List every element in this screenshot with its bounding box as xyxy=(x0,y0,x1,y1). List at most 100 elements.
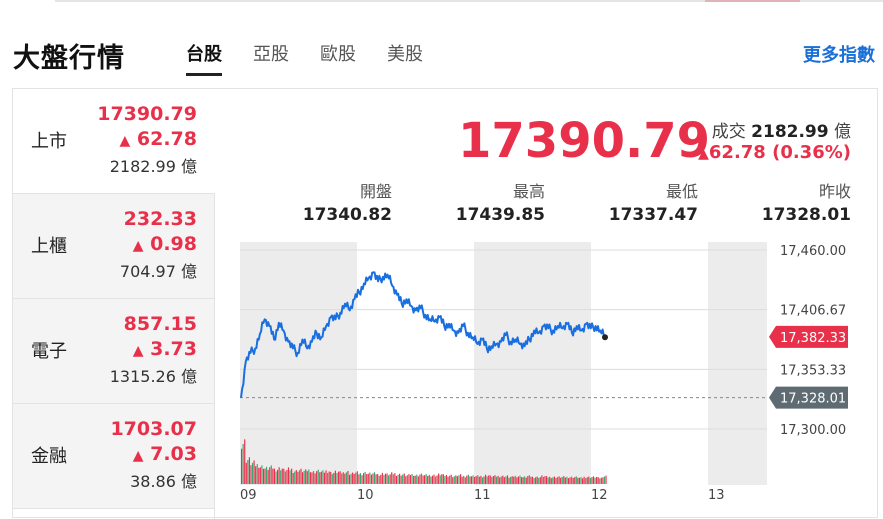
volume-bar xyxy=(403,473,405,484)
volume-bar xyxy=(533,478,535,484)
volume-bar xyxy=(592,476,595,484)
volume-bar xyxy=(520,477,523,484)
volume-bar xyxy=(463,475,465,484)
x-tick-label: 10 xyxy=(357,488,374,503)
volume-bar xyxy=(458,475,460,484)
y-tick-label: 17,353.33 xyxy=(780,363,846,378)
index-volume: 38.86 億 xyxy=(130,472,197,491)
index-price: 17390.79 xyxy=(97,103,197,125)
stat-high: 最高 17439.85 xyxy=(455,182,545,225)
volume-bar xyxy=(444,475,446,484)
volume-bar xyxy=(431,475,433,484)
sidebar-item-electronics[interactable]: 電子 857.15 ▲ 3.73 1315.26 億 xyxy=(13,299,215,404)
volume-bar xyxy=(353,473,355,484)
sidebar-item-listed[interactable]: 上市 17390.79 ▲ 62.78 2182.99 億 xyxy=(13,89,215,194)
volume-bar xyxy=(398,473,401,484)
volume-bar xyxy=(583,476,585,484)
volume-bar xyxy=(430,476,432,484)
volume-bar xyxy=(422,475,424,484)
stat-open: 開盤 17340.82 xyxy=(302,182,392,225)
volume-bar xyxy=(341,473,343,484)
volume-bar xyxy=(400,475,402,484)
volume-bar xyxy=(599,478,601,484)
volume-bars xyxy=(241,439,607,484)
sidebar-item-finance[interactable]: 金融 1703.07 ▲ 7.03 38.86 億 xyxy=(13,404,215,509)
volume-bar xyxy=(464,477,466,484)
triangle-up-icon: ▲ xyxy=(119,133,131,149)
volume-bar xyxy=(298,470,301,484)
tab-asia[interactable]: 亞股 xyxy=(253,44,289,65)
volume-bar xyxy=(256,464,258,484)
volume-bar xyxy=(567,478,570,484)
volume-bar xyxy=(262,468,265,484)
volume-bar xyxy=(286,469,288,484)
volume-bar xyxy=(394,473,396,484)
volume-bar xyxy=(539,477,541,484)
tab-us[interactable]: 美股 xyxy=(387,44,423,65)
triangle-up-icon: ▲ xyxy=(132,238,144,254)
volume-bar xyxy=(485,474,487,484)
volume-bar xyxy=(378,475,380,484)
quote-stats: 開盤 17340.82 最高 17439.85 最低 17337.47 昨收 17328… xyxy=(240,178,852,228)
volume-bar xyxy=(455,475,457,484)
volume-bar xyxy=(248,457,250,484)
prev-close-tag xyxy=(769,386,848,409)
index-change: ▲ 0.98 xyxy=(132,233,197,255)
index-name: 上櫃 xyxy=(31,236,67,257)
index-change: ▲ 62.78 xyxy=(119,128,197,150)
triangle-up-icon: ▲ xyxy=(698,146,709,162)
page-title: 大盤行情 xyxy=(13,43,125,74)
session-band xyxy=(708,242,767,485)
volume-bar xyxy=(513,476,515,484)
volume-bar xyxy=(306,471,308,484)
y-tick-label: 17,406.67 xyxy=(780,304,846,319)
volume-bar xyxy=(538,477,540,484)
volume-bar xyxy=(413,475,415,484)
x-tick-label: 11 xyxy=(474,488,491,503)
volume-bar xyxy=(366,474,368,484)
volume-bar xyxy=(589,477,591,484)
volume-bar xyxy=(350,473,352,484)
volume-bar xyxy=(553,476,555,484)
volume-bar xyxy=(339,471,341,484)
volume-bar xyxy=(506,475,509,484)
sidebar-item-otc[interactable]: 上櫃 232.33 ▲ 0.98 704.97 億 xyxy=(13,194,215,299)
index-price: 232.33 xyxy=(123,208,197,230)
volume-bar xyxy=(322,470,324,484)
stat-low: 最低 17337.47 xyxy=(608,182,698,225)
y-tick-label: 17,300.00 xyxy=(780,423,846,438)
volume-bar xyxy=(525,477,527,484)
volume-bar xyxy=(372,473,374,484)
session-band xyxy=(240,242,357,485)
index-volume: 1315.26 億 xyxy=(109,367,197,386)
volume-bar xyxy=(384,473,387,484)
tab-europe[interactable]: 歐股 xyxy=(320,44,356,65)
volume-bar xyxy=(547,477,549,484)
volume-bar xyxy=(397,474,399,484)
sidebar-divider xyxy=(214,194,215,519)
volume-bar xyxy=(436,475,438,484)
volume-bar xyxy=(317,469,319,484)
volume-bar xyxy=(481,477,484,484)
volume-bar xyxy=(560,477,562,484)
volume-bar xyxy=(441,474,443,484)
volume-bar xyxy=(255,466,257,484)
volume-bar xyxy=(309,472,311,484)
volume-bar xyxy=(303,470,305,484)
volume-bar xyxy=(438,473,440,484)
volume-bar xyxy=(352,472,354,484)
volume-bar xyxy=(311,472,313,484)
triangle-up-icon: ▲ xyxy=(132,448,144,464)
volume-bar xyxy=(328,471,330,484)
volume-bar xyxy=(333,472,335,484)
volume-bar xyxy=(361,475,363,484)
tab-taiwan[interactable]: 台股 xyxy=(186,40,222,76)
volume-bar xyxy=(247,460,249,484)
more-indices-link[interactable]: 更多指數 xyxy=(803,45,875,66)
volume-bar xyxy=(453,476,455,484)
price-line-series xyxy=(240,271,606,398)
index-price: 857.15 xyxy=(123,313,197,335)
volume-bar xyxy=(358,474,360,484)
volume-bar xyxy=(344,473,346,484)
